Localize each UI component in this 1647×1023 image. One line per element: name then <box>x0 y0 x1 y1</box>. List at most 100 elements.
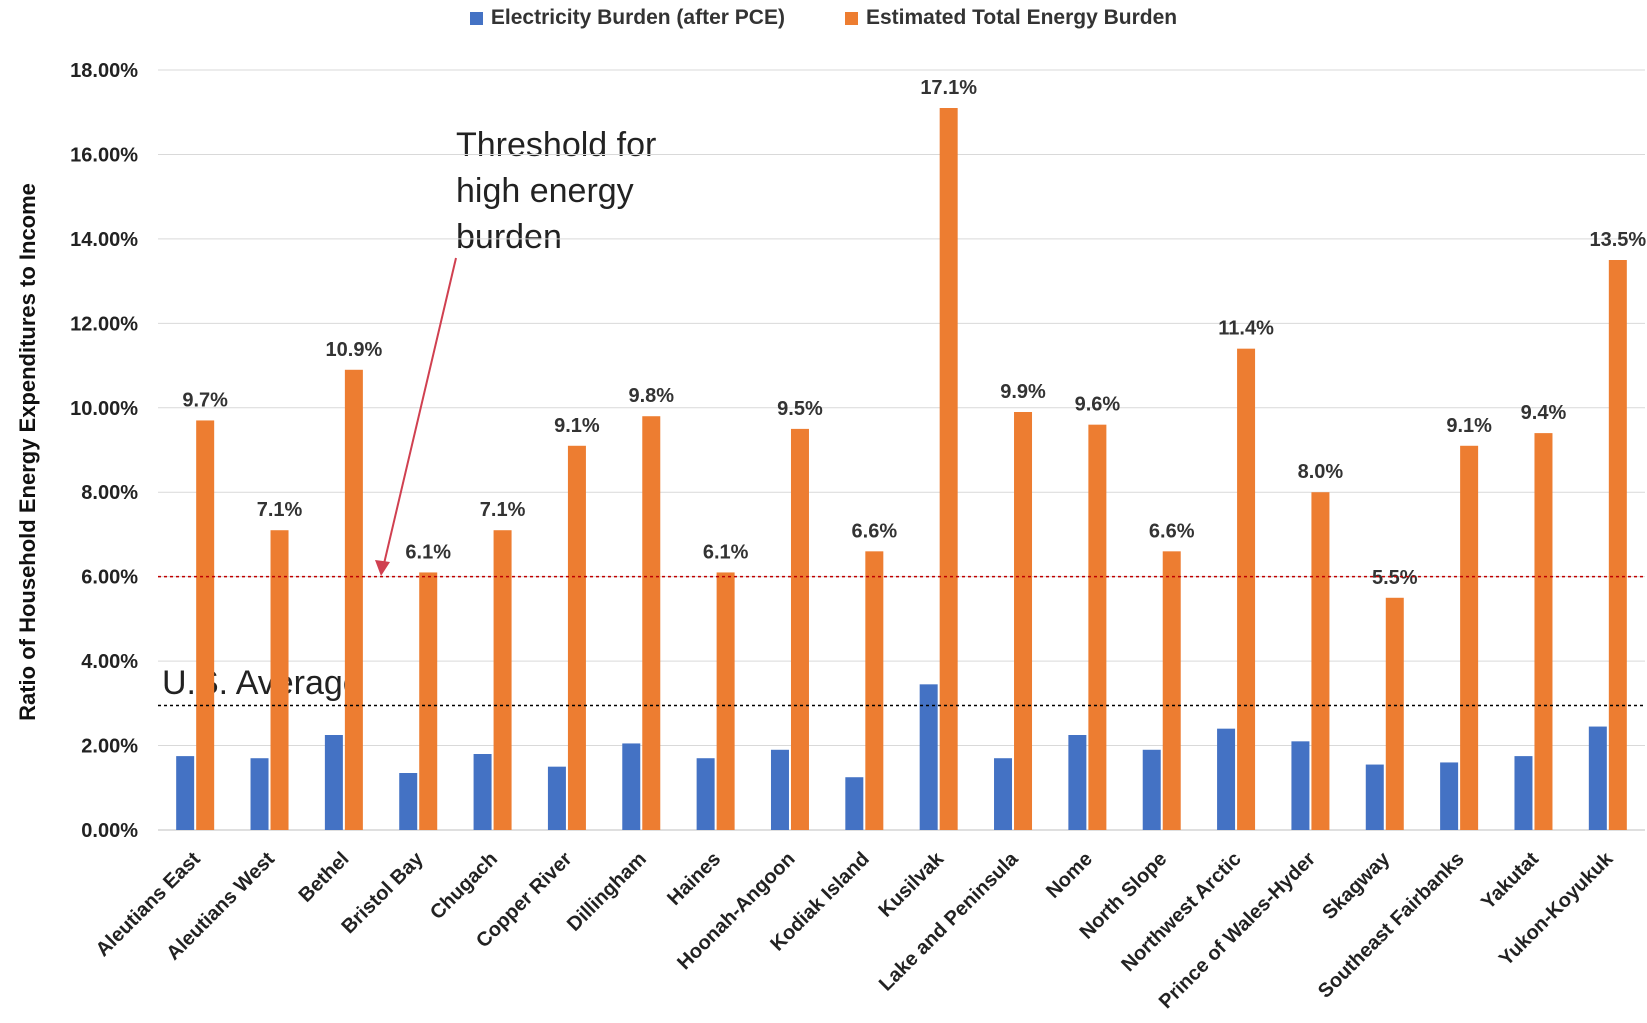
data-label: 7.1% <box>480 499 526 521</box>
y-tick-label: 4.00% <box>81 651 138 673</box>
x-tick-label: Kusilvak <box>874 847 948 921</box>
x-tick-label: Bristol Bay <box>338 847 429 938</box>
data-label: 9.4% <box>1521 402 1567 424</box>
data-label: 9.6% <box>1075 394 1121 416</box>
y-tick-label: 6.00% <box>81 567 138 589</box>
bar-total-energy <box>1534 433 1553 830</box>
us-average-annotation: U.S. Average <box>162 664 362 702</box>
x-tick-label: Haines <box>663 848 725 910</box>
threshold-arrow <box>375 257 457 576</box>
bar-total-energy <box>790 428 809 830</box>
x-tick-label: Southeast Fairbanks <box>1314 848 1469 1003</box>
bar-electricity <box>696 758 715 830</box>
data-label: 9.8% <box>628 385 674 407</box>
y-tick-label: 14.00% <box>70 229 138 251</box>
bar-total-energy <box>196 420 215 830</box>
threshold-annotation-line-2: high energy <box>456 172 634 210</box>
data-label: 9.1% <box>1446 415 1492 437</box>
data-label: 9.9% <box>1000 381 1046 403</box>
bar-total-energy <box>642 416 661 830</box>
y-tick-label: 10.00% <box>70 398 138 420</box>
bar-total-energy <box>1608 260 1627 830</box>
bar-total-energy <box>1237 348 1256 830</box>
x-tick-label: Lake and Peninsula <box>875 847 1023 995</box>
data-label: 5.5% <box>1372 567 1418 589</box>
data-label: 10.9% <box>326 339 383 361</box>
threshold-annotation-line-1: Threshold for <box>456 126 657 164</box>
data-label: 9.7% <box>182 389 228 411</box>
legend-swatch-total-energy <box>844 11 858 25</box>
y-tick-label: 18.00% <box>70 60 138 82</box>
bar-total-energy <box>270 530 289 830</box>
bar-electricity <box>919 684 938 830</box>
gridlines <box>158 69 1645 831</box>
data-label: 6.1% <box>405 541 451 563</box>
bar-total-energy <box>865 551 884 830</box>
x-tick-label: Prince of Wales-Hyder <box>1155 848 1320 1013</box>
bar-total-energy <box>716 572 735 830</box>
bar-electricity <box>994 758 1013 830</box>
bar-total-energy <box>1014 412 1033 830</box>
bar-electricity <box>1440 762 1459 830</box>
bar-electricity <box>399 773 418 830</box>
bar-electricity <box>1291 741 1310 830</box>
data-label: 8.0% <box>1298 461 1344 483</box>
threshold-arrow-head <box>375 560 390 576</box>
legend: Electricity Burden (after PCE) Estimated… <box>0 6 1647 30</box>
threshold-annotation-line-3: burden <box>456 218 562 256</box>
x-tick-label: Dillingham <box>563 848 651 936</box>
threshold-arrow-line <box>382 257 457 569</box>
bar-total-energy <box>1162 551 1181 830</box>
bar-electricity <box>622 743 641 830</box>
bar-electricity <box>324 735 343 830</box>
bar-total-energy <box>344 369 363 830</box>
data-label: 6.6% <box>1149 520 1195 542</box>
legend-label-total-energy: Estimated Total Energy Burden <box>865 6 1178 29</box>
y-tick-label: 16.00% <box>70 144 138 166</box>
bars <box>176 108 1627 830</box>
bar-electricity <box>1514 756 1533 830</box>
bar-total-energy <box>1311 492 1330 830</box>
bar-total-energy <box>1385 597 1404 830</box>
data-label: 6.6% <box>852 520 898 542</box>
bar-electricity <box>1588 726 1607 830</box>
y-tick-label: 0.00% <box>81 820 138 842</box>
y-tick-label: 8.00% <box>81 482 138 504</box>
x-tick-label: Skagway <box>1318 847 1395 924</box>
bar-electricity <box>1365 764 1384 830</box>
bar-total-energy <box>1088 424 1107 830</box>
bar-electricity <box>176 756 195 830</box>
bar-electricity <box>1142 749 1161 830</box>
x-tick-label: Nome <box>1042 848 1097 903</box>
data-label: 17.1% <box>920 77 977 99</box>
data-labels: 9.7% 7.1% 10.9% 6.1% 7.1% 9.1% 9.8% 6.1% 9.5% 6.6… <box>182 77 1646 589</box>
bar-total-energy <box>1460 445 1479 830</box>
bar-electricity <box>845 777 864 830</box>
legend-item-electricity: Electricity Burden (after PCE) <box>469 6 785 30</box>
data-label: 9.5% <box>777 398 823 420</box>
data-label: 13.5% <box>1589 229 1646 251</box>
bar-electricity <box>250 758 269 830</box>
y-tick-labels: 0.00% 2.00% 4.00% 6.00% 8.00% 10.00% 12.00% 14.… <box>70 60 138 842</box>
y-tick-label: 2.00% <box>81 736 138 758</box>
threshold-annotation: Threshold for high energy burden <box>456 122 656 260</box>
bar-total-energy <box>493 530 512 830</box>
x-tick-label: Bethel <box>295 848 354 907</box>
bar-electricity <box>1217 728 1236 830</box>
bar-total-energy <box>419 572 438 830</box>
data-label: 11.4% <box>1218 318 1274 340</box>
data-label: 9.1% <box>554 415 600 437</box>
bar-total-energy <box>939 108 958 830</box>
legend-label-electricity: Electricity Burden (after PCE) <box>490 6 785 29</box>
y-tick-label: 12.00% <box>70 313 138 335</box>
bar-total-energy <box>567 445 586 830</box>
x-tick-label: Yakutat <box>1477 848 1543 914</box>
data-label: 6.1% <box>703 541 749 563</box>
bar-electricity <box>1068 735 1087 830</box>
legend-item-total-energy: Estimated Total Energy Burden <box>844 6 1178 30</box>
bar-electricity <box>770 749 789 830</box>
legend-swatch-electricity <box>469 11 483 25</box>
reference-lines <box>158 575 1645 707</box>
